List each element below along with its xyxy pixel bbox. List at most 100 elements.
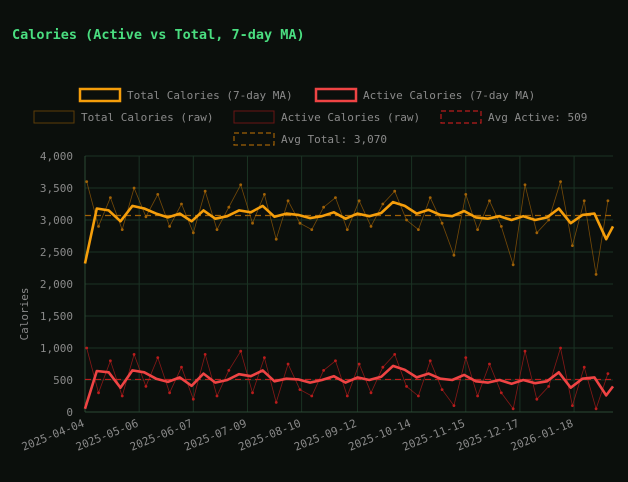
active-raw-point xyxy=(535,397,539,401)
x-tick-label: 2026-01-18 xyxy=(509,417,575,454)
legend-swatch xyxy=(314,87,358,103)
legend-label: Total Calories (raw) xyxy=(81,111,213,124)
total-raw-point xyxy=(381,202,385,206)
active-raw-point xyxy=(97,391,100,395)
total-raw-point xyxy=(559,180,562,184)
active-raw-point xyxy=(499,391,503,395)
y-tick-label: 3,500 xyxy=(40,182,73,195)
total-raw-point xyxy=(488,199,491,203)
total-raw-point xyxy=(464,193,468,196)
total-raw-point xyxy=(523,183,527,187)
active-raw-point xyxy=(523,349,527,353)
y-tick-label: 2,500 xyxy=(40,246,73,259)
total-raw-point xyxy=(452,253,456,257)
total-raw-point xyxy=(239,183,243,187)
legend-swatch xyxy=(233,110,275,124)
active-raw-point xyxy=(440,388,444,391)
active-raw-point xyxy=(594,407,598,411)
active-raw-point xyxy=(156,356,160,359)
total-raw-point xyxy=(132,186,136,190)
y-tick-label: 4,000 xyxy=(40,150,73,163)
active-raw-point xyxy=(262,356,266,359)
active-raw-point xyxy=(547,385,551,388)
y-tick-label: 3,000 xyxy=(40,214,73,227)
active-raw-point xyxy=(452,404,456,407)
total-raw-point xyxy=(191,231,195,235)
active-ma-line xyxy=(83,364,615,410)
y-tick-label: 1,500 xyxy=(40,310,73,323)
active-raw-point xyxy=(132,353,136,356)
active-raw-point xyxy=(227,369,231,372)
total-raw-point xyxy=(570,244,574,248)
active-raw-point xyxy=(298,388,302,391)
legend-label: Active Calories (7-day MA) xyxy=(363,89,535,102)
active-raw-point xyxy=(203,353,207,356)
active-raw-line xyxy=(86,347,609,411)
total-raw-point xyxy=(416,228,420,232)
active-raw-point xyxy=(511,407,515,411)
total-raw-point xyxy=(369,225,373,228)
chart-title: Calories (Active vs Total, 7-day MA) xyxy=(12,27,305,43)
total-raw-point xyxy=(85,180,89,184)
active-raw-point xyxy=(570,404,574,407)
active-raw-point xyxy=(168,391,172,395)
total-raw-point xyxy=(298,221,302,225)
active-raw-point xyxy=(582,365,586,369)
active-raw-point xyxy=(334,359,337,363)
active-raw-point xyxy=(120,394,124,398)
active-raw-point xyxy=(191,397,195,401)
x-tick-label: 2025-08-10 xyxy=(236,417,302,454)
total-raw-point xyxy=(357,199,361,203)
total-raw-point xyxy=(251,221,254,225)
total-raw-point xyxy=(499,225,503,228)
legend-swatch xyxy=(33,110,75,124)
total-raw-point xyxy=(274,237,278,241)
total-raw-point xyxy=(215,228,219,232)
active-raw-point xyxy=(310,394,314,398)
active-raw-point xyxy=(369,391,373,395)
total-raw-point xyxy=(428,196,432,200)
active-raw-point xyxy=(559,346,562,350)
total-raw-point xyxy=(606,199,610,203)
y-tick-label: 0 xyxy=(66,406,73,419)
y-tick-label: 1,000 xyxy=(40,342,73,355)
active-raw-point xyxy=(428,359,432,363)
total-raw-point xyxy=(594,273,598,276)
total-raw-point xyxy=(180,202,183,206)
total-raw-point xyxy=(203,189,207,193)
active-raw-point xyxy=(251,391,254,395)
total-raw-point xyxy=(286,199,290,203)
active-raw-point xyxy=(393,353,397,356)
active-raw-point xyxy=(345,394,349,398)
total-raw-point xyxy=(322,205,326,209)
total-raw-point xyxy=(511,263,515,267)
legend-label: Total Calories (7-day MA) xyxy=(127,89,293,102)
total-raw-point xyxy=(310,228,314,232)
active-raw-point xyxy=(286,362,290,366)
active-raw-point xyxy=(488,362,491,366)
total-raw-point xyxy=(108,196,112,200)
active-raw-point xyxy=(108,359,112,363)
total-ma-line xyxy=(83,200,615,264)
total-raw-point xyxy=(393,189,397,193)
legend-swatch xyxy=(233,132,275,146)
legend-swatch xyxy=(440,110,482,124)
active-raw-point xyxy=(274,401,278,404)
legend-label: Active Calories (raw) xyxy=(281,111,420,124)
total-raw-point xyxy=(547,218,551,222)
active-raw-point xyxy=(476,394,480,398)
active-raw-point xyxy=(239,349,243,353)
legend-label: Avg Total: 3,070 xyxy=(281,133,387,146)
active-raw-point xyxy=(180,365,183,369)
active-raw-point xyxy=(357,362,361,366)
legend-label: Avg Active: 509 xyxy=(488,111,587,124)
y-axis-label: Calories xyxy=(18,288,31,341)
total-raw-point xyxy=(168,225,172,228)
total-raw-point xyxy=(334,196,337,200)
active-raw-point xyxy=(405,385,408,388)
total-raw-point xyxy=(345,228,349,232)
total-raw-point xyxy=(227,205,231,209)
active-raw-point xyxy=(464,356,468,359)
